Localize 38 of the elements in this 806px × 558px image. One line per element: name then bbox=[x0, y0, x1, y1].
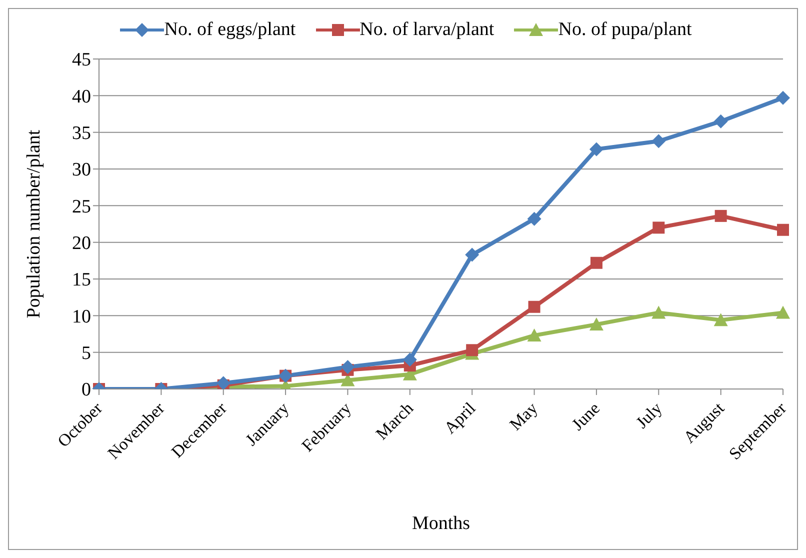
point bbox=[340, 360, 355, 374]
x-tick-label: June bbox=[568, 398, 604, 434]
point bbox=[589, 142, 604, 156]
legend-label: No. of pupa/plant bbox=[558, 19, 692, 41]
x-axis-title: Months bbox=[412, 513, 470, 534]
y-tick-label: 0 bbox=[82, 380, 91, 401]
y-tick-label: 45 bbox=[72, 50, 91, 71]
legend-label: No. of eggs/plant bbox=[164, 19, 296, 41]
point bbox=[652, 134, 666, 148]
point bbox=[714, 313, 728, 326]
point bbox=[777, 224, 789, 236]
x-tick-label: July bbox=[632, 398, 666, 432]
point bbox=[528, 300, 540, 313]
point bbox=[216, 376, 230, 389]
y-axis-title: Population number/plant bbox=[24, 129, 45, 318]
point bbox=[527, 212, 542, 226]
point bbox=[652, 222, 665, 234]
x-tick-label: May bbox=[506, 398, 542, 434]
y-tick-label: 35 bbox=[72, 123, 91, 144]
y-tick-label: 20 bbox=[72, 233, 91, 254]
y-tick-label: 40 bbox=[72, 86, 91, 108]
y-tick-label: 10 bbox=[72, 306, 91, 328]
point bbox=[465, 248, 480, 262]
point bbox=[402, 352, 417, 367]
point bbox=[714, 114, 728, 128]
point bbox=[714, 210, 727, 222]
y-tick-label: 15 bbox=[72, 270, 91, 291]
y-tick-label: 25 bbox=[72, 196, 91, 218]
point bbox=[527, 328, 542, 342]
point bbox=[589, 317, 604, 330]
point bbox=[776, 306, 790, 319]
y-tick-label: 30 bbox=[72, 160, 91, 181]
y-tick-label: 5 bbox=[82, 343, 91, 364]
point bbox=[776, 90, 790, 105]
point bbox=[652, 306, 666, 319]
point bbox=[466, 344, 478, 356]
legend-label: No. of larva/plant bbox=[360, 19, 494, 41]
point bbox=[590, 256, 602, 269]
